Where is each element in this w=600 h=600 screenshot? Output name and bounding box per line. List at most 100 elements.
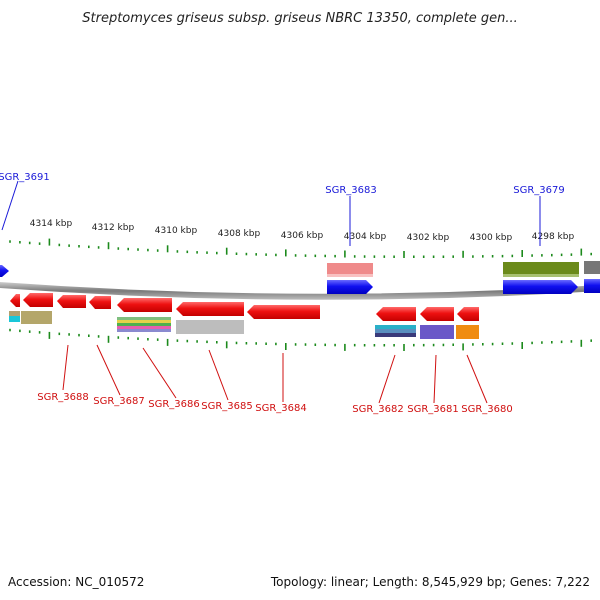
gene-arrow-sgr-3688[interactable] <box>10 294 20 307</box>
tick-mark <box>58 332 61 336</box>
tick-mark <box>38 242 41 245</box>
tick-mark <box>363 255 366 258</box>
tick-mark <box>324 343 326 347</box>
tick-mark <box>28 330 31 333</box>
tick-mark <box>156 338 159 341</box>
tick-mark <box>344 250 346 258</box>
gene-label-leader <box>433 354 437 404</box>
tick-mark <box>235 341 238 345</box>
tick-mark <box>216 251 218 255</box>
tick-mark <box>88 334 90 337</box>
tick-mark <box>551 253 553 257</box>
tick-mark <box>196 251 198 254</box>
tick-mark <box>511 342 514 345</box>
tick-mark <box>383 255 386 258</box>
tick-mark <box>275 342 277 346</box>
gene-arrow-sgr-3686[interactable] <box>117 298 172 312</box>
tick-label: 4308 kbp <box>218 229 261 239</box>
tick-mark <box>363 344 366 347</box>
gene-label-sgr-3679[interactable]: SGR_3679 <box>513 185 565 196</box>
tick-mark <box>88 245 90 249</box>
gene-label-leader <box>378 354 396 404</box>
tick-mark <box>570 253 573 256</box>
gene-label-sgr-3691[interactable]: SGR_3691 <box>0 172 50 183</box>
tick-mark <box>462 343 464 351</box>
tick-mark <box>531 254 533 257</box>
coordinate-ticks <box>9 238 592 351</box>
gene-label-sgr-3685[interactable]: SGR_3685 <box>201 401 253 412</box>
tick-mark <box>127 336 129 340</box>
gene-label-sgr-3686[interactable]: SGR_3686 <box>148 399 200 410</box>
tick-mark <box>560 340 563 344</box>
tick-mark <box>206 251 208 254</box>
tick-mark <box>147 338 149 341</box>
tick-mark <box>107 242 110 250</box>
tick-mark <box>442 343 445 347</box>
forward-gene-labels: SGR_3691 SGR_3683 SGR_3679 <box>0 172 565 246</box>
gene-label-leader <box>1 180 19 231</box>
tick-mark <box>38 331 41 334</box>
genome-title: Streptomyces griseus subsp. griseus NBRC… <box>82 11 517 26</box>
gene-arrow-sgr-3682[interactable] <box>376 307 416 321</box>
tick-mark <box>78 245 80 248</box>
tick-label: 4314 kbp <box>30 219 73 229</box>
gene-feature-band <box>21 311 52 324</box>
tick-label: 4304 kbp <box>344 232 387 242</box>
tick-mark <box>472 255 474 258</box>
gene-feature-band <box>456 325 479 339</box>
tick-mark <box>176 339 179 342</box>
gene-arrow-sgr-3686b[interactable] <box>89 296 111 309</box>
tick-mark <box>373 344 376 347</box>
gene-feature-band <box>503 262 579 275</box>
genome-backbone <box>0 282 600 300</box>
tick-mark <box>19 329 21 333</box>
gene-arrow-sgr-3679[interactable] <box>503 280 578 294</box>
gene-arrow-sgr-3691[interactable] <box>0 265 9 277</box>
tick-mark <box>235 252 238 255</box>
gene-arrow-sgr-3683[interactable] <box>327 280 373 294</box>
gene-label-sgr-3680[interactable]: SGR_3680 <box>461 404 513 415</box>
gene-label-sgr-3681[interactable]: SGR_3681 <box>407 404 459 415</box>
tick-mark <box>304 254 307 257</box>
tick-mark <box>68 244 70 247</box>
gene-label-sgr-3683[interactable]: SGR_3683 <box>325 185 377 196</box>
gene-feature-band <box>327 263 373 276</box>
gene-label-sgr-3682[interactable]: SGR_3682 <box>352 404 404 415</box>
gene-feature-band <box>176 320 244 334</box>
tick-mark <box>117 247 120 250</box>
tick-mark <box>452 343 454 346</box>
gene-arrow-sgr-3684[interactable] <box>247 305 320 319</box>
tick-mark <box>422 255 425 258</box>
tick-mark <box>176 250 179 253</box>
gene-feature-band <box>375 333 416 337</box>
tick-mark <box>245 342 248 345</box>
gene-feature-band <box>117 323 171 326</box>
gene-arrow-partial[interactable] <box>584 279 600 293</box>
gene-arrow-sgr-3686a[interactable] <box>57 295 86 308</box>
gene-arrow-sgr-3681[interactable] <box>420 307 454 321</box>
tick-mark <box>403 344 405 351</box>
gene-arrow-sgr-3685[interactable] <box>176 302 244 316</box>
gene-label-sgr-3684[interactable]: SGR_3684 <box>255 403 307 414</box>
gene-arrow-sgr-3687[interactable] <box>23 293 53 307</box>
tick-mark <box>166 245 169 253</box>
tick-mark <box>314 343 317 346</box>
tick-mark <box>580 248 583 256</box>
tick-mark <box>97 246 100 249</box>
tick-mark <box>97 335 100 338</box>
accession-label: Accession: NC_010572 <box>8 575 144 589</box>
tick-mark <box>225 341 228 349</box>
gene-label-sgr-3688[interactable]: SGR_3688 <box>37 392 89 403</box>
gene-arrow-sgr-3680[interactable] <box>457 307 479 321</box>
tick-mark <box>482 343 484 346</box>
gene-feature-band <box>584 261 600 274</box>
tick-mark <box>491 342 494 346</box>
tick-mark <box>304 343 307 346</box>
gene-label-sgr-3687[interactable]: SGR_3687 <box>93 396 145 407</box>
tick-mark <box>285 249 287 257</box>
gene-feature-band <box>117 320 171 323</box>
tick-mark <box>48 331 51 339</box>
tick-mark <box>422 343 425 347</box>
tick-mark <box>137 337 139 340</box>
